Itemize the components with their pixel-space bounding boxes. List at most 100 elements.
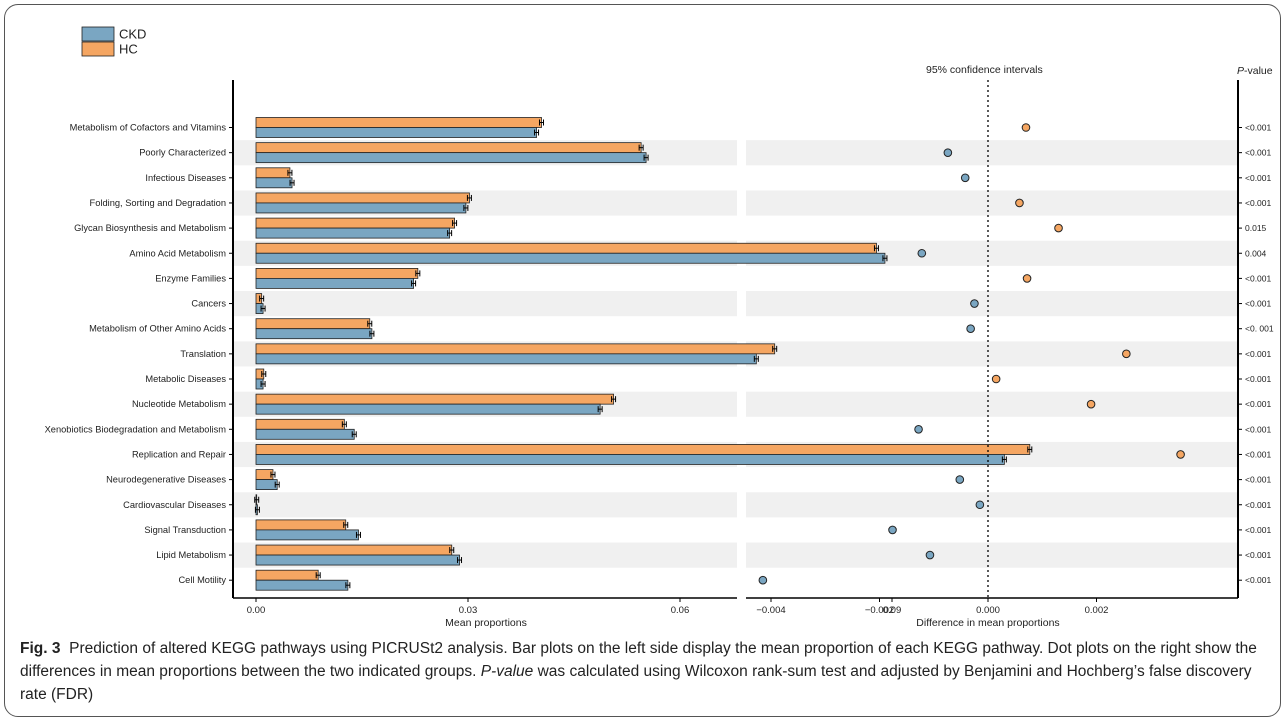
row-stripe-right <box>746 190 1238 216</box>
bar-hc <box>255 142 642 154</box>
diff-point-ckd <box>914 425 923 434</box>
pvalue-label: <0. 001 <box>1245 324 1274 334</box>
caption-italic: P-value <box>480 663 534 680</box>
row-stripe-right <box>746 291 1238 317</box>
caption-text-2: was calculated using Wilcoxon rank-sum t… <box>20 663 1252 703</box>
pvalue-label: <0.001 <box>1245 449 1272 459</box>
row-stripe-left <box>234 291 737 317</box>
category-label: Poorly Characterized <box>139 148 226 158</box>
bar-hc <box>255 167 291 179</box>
category-label: Cell Motility <box>178 575 226 585</box>
category-label: Lipid Metabolism <box>156 550 226 560</box>
dot-x-axis-title: Difference in mean proportions <box>916 617 1059 629</box>
bar-ckd <box>255 428 355 440</box>
pvalue-label: <0.001 <box>1245 374 1272 384</box>
bar-hc <box>255 519 347 531</box>
row-stripe-right <box>746 542 1238 568</box>
bar-x-tick-label: 0.09 <box>883 605 902 616</box>
diff-point-ckd <box>975 500 985 510</box>
pvalue-label: <0.001 <box>1245 299 1272 309</box>
bar-hc <box>255 393 614 405</box>
ci-header: 95% confidence intervals <box>926 64 1043 76</box>
caption-label: Fig. 3 <box>20 640 61 657</box>
pvalue-label: <0.001 <box>1245 273 1272 283</box>
pvalue-label: <0.001 <box>1245 424 1272 434</box>
bar-hc <box>255 192 470 204</box>
diff-point-ckd <box>888 525 897 535</box>
diff-point-ckd <box>758 575 768 585</box>
row-stripe-right <box>746 391 1238 417</box>
category-label: Amino Acid Metabolism <box>129 248 226 258</box>
diff-point-hc <box>1022 274 1032 283</box>
bar-ckd <box>255 454 1005 465</box>
row-stripe-right <box>746 492 1238 518</box>
diff-point-hc <box>1122 349 1131 359</box>
bar-ckd <box>255 579 349 591</box>
category-label: Metabolic Diseases <box>145 374 226 384</box>
category-label: Infectious Diseases <box>145 173 226 183</box>
dot-x-tick-label: 0.002 <box>1085 605 1109 616</box>
bar-ckd <box>255 353 757 365</box>
pvalue-label: <0.001 <box>1245 173 1272 183</box>
diff-point-hc <box>1086 399 1096 409</box>
pvalue-label: 0.004 <box>1245 248 1267 258</box>
caption-text-1: Prediction of altered KEGG pathways usin… <box>20 640 1257 680</box>
category-label: Enzyme Families <box>155 273 226 283</box>
dot-x-tick-label: −0.004 <box>756 605 785 616</box>
legend-label: CKD <box>119 27 146 42</box>
diff-point-ckd <box>943 148 953 157</box>
category-label: Cancers <box>191 299 226 309</box>
kegg-figure: Metabolism of Cofactors and Vitamins Poor… <box>45 26 1274 630</box>
dot-x-tick-label: 0.000 <box>976 605 1000 616</box>
pvalue-label: 0.015 <box>1245 223 1267 233</box>
bar-ckd <box>255 403 601 415</box>
category-label: Nucleotide Metabolism <box>132 399 226 409</box>
pvalue-label: <0.001 <box>1245 550 1272 560</box>
bar-x-tick-label: 0.06 <box>671 605 690 616</box>
legend-swatch-ckd <box>81 26 115 42</box>
bar-hc <box>255 242 877 254</box>
row-stripe-right <box>746 341 1238 367</box>
bar-hc <box>255 117 542 128</box>
legend-swatch-hc <box>81 41 115 57</box>
pvalue-label: <0.001 <box>1245 123 1272 133</box>
category-label: Glycan Biosynthesis and Metabolism <box>74 223 226 233</box>
diff-point-ckd <box>955 475 965 484</box>
figure-frame <box>4 4 1281 717</box>
pvalue-label: <0.001 <box>1245 148 1272 158</box>
bar-hc <box>255 343 776 355</box>
pvalue-label: <0.001 <box>1245 500 1272 510</box>
diff-point-ckd <box>960 173 970 183</box>
pvalue-label: <0.001 <box>1245 349 1272 359</box>
bar-x-tick-label: 0.03 <box>459 605 478 616</box>
pvalue-label: <0.001 <box>1245 475 1272 485</box>
bar-hc <box>255 544 453 556</box>
diff-point-ckd <box>970 299 979 308</box>
bar-x-tick-label: 0.00 <box>247 605 266 616</box>
bar-hc <box>255 469 274 481</box>
diff-point-hc <box>1054 223 1063 233</box>
bar-ckd <box>255 202 467 214</box>
bar-ckd <box>255 152 647 164</box>
category-label: Neurodegenerative Diseases <box>106 475 226 485</box>
bar-hc <box>255 444 1031 455</box>
category-label: Metabolism of Cofactors and Vitamins <box>70 123 227 133</box>
row-stripe-right <box>746 140 1238 166</box>
figure-caption: Fig. 3 Prediction of altered KEGG pathwa… <box>20 637 1275 706</box>
bar-ckd <box>255 479 278 491</box>
dot-x-tick-label: −0.002 <box>865 605 894 616</box>
bar-ckd <box>255 277 414 289</box>
diff-point-hc <box>991 374 1001 384</box>
diff-point-ckd <box>917 248 927 258</box>
category-label: Translation <box>180 349 226 359</box>
pvalue-label: <0.001 <box>1245 575 1272 585</box>
bar-hc <box>255 318 371 330</box>
diff-point-ckd <box>966 324 975 334</box>
category-label: Folding, Sorting and Degradation <box>90 198 226 208</box>
bar-ckd <box>255 177 293 189</box>
legend-label: HC <box>119 42 138 57</box>
bar-ckd <box>255 227 451 239</box>
bar-hc <box>255 569 319 581</box>
bar-ckd <box>255 252 886 264</box>
diff-point-hc <box>1176 450 1185 459</box>
